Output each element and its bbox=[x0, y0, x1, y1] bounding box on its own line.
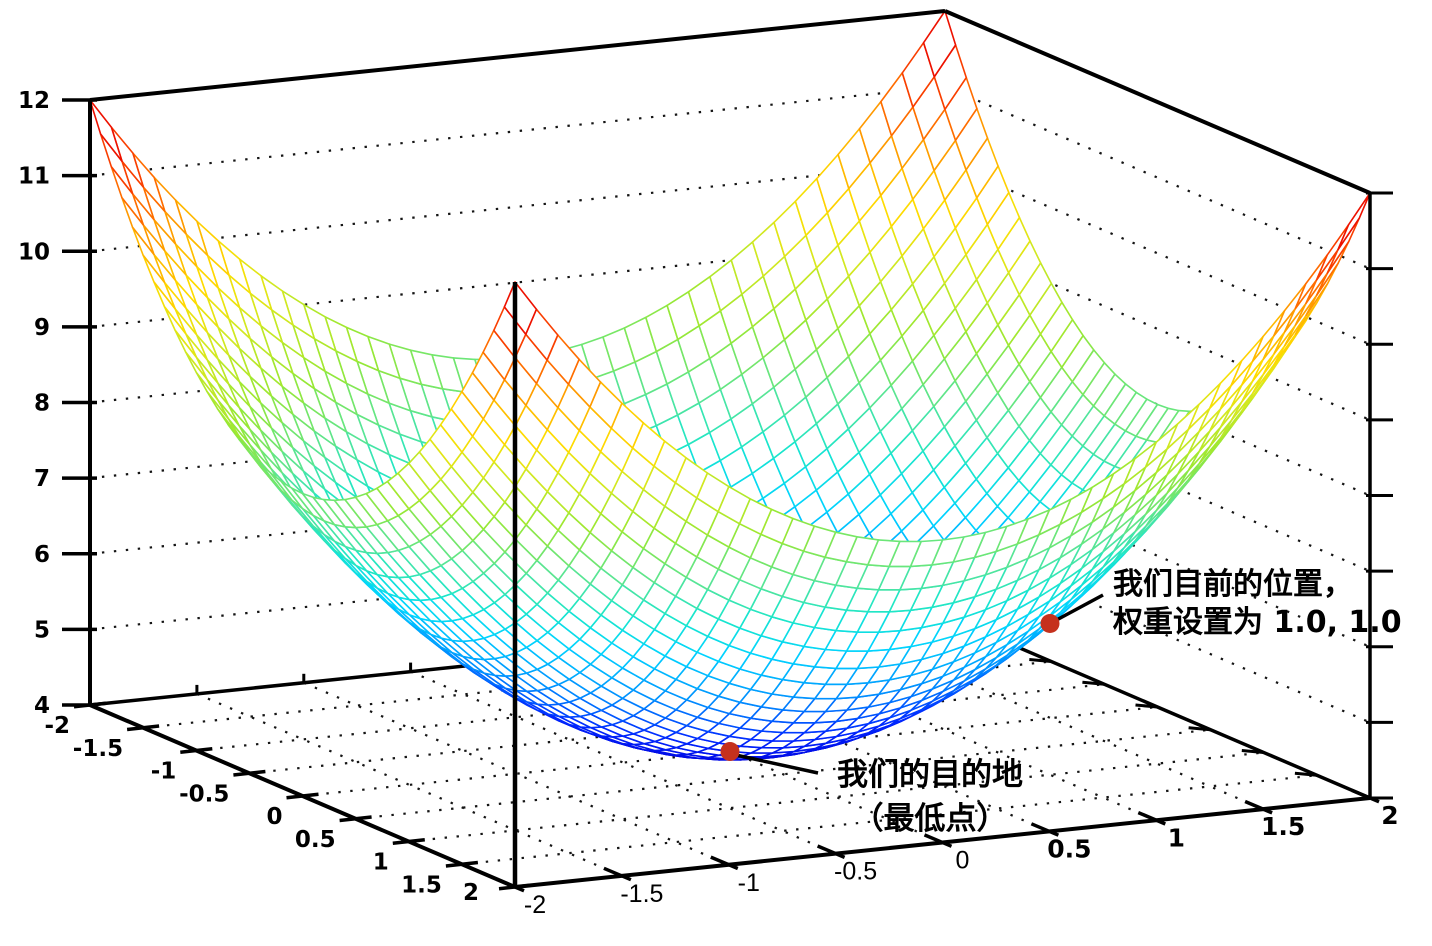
tick-label: 12 bbox=[18, 88, 50, 114]
annotation-destination-line1: 我们的目的地 bbox=[837, 757, 1023, 793]
annotation-destination-line2: （最低点） bbox=[852, 801, 1008, 837]
tick-label: 0 bbox=[266, 804, 282, 830]
tick-label: -0.5 bbox=[179, 781, 229, 807]
tick-label: 2 bbox=[1381, 801, 1398, 830]
surface-mesh bbox=[89, 10, 1371, 761]
markers bbox=[720, 593, 1104, 775]
tick-label: 6 bbox=[34, 542, 50, 568]
tick-label: 4 bbox=[34, 693, 50, 719]
tick-label: 2 bbox=[463, 880, 479, 906]
destination-point bbox=[720, 742, 740, 761]
floor-grid-lines bbox=[142, 626, 1318, 877]
tick-label: -0.5 bbox=[834, 858, 877, 886]
tick-label: 8 bbox=[34, 391, 50, 417]
current-position-point bbox=[1040, 614, 1060, 633]
annotation-current-position-line1: 我们目前的位置， bbox=[1113, 567, 1353, 602]
tick-label: 1 bbox=[373, 850, 389, 876]
tick-label: 1.5 bbox=[401, 872, 442, 898]
tick-label: -1 bbox=[151, 759, 177, 785]
tick-label: -1.5 bbox=[620, 880, 663, 908]
axes-box bbox=[62, 9, 1393, 893]
tick-label: 9 bbox=[34, 315, 50, 341]
tick-label: 5 bbox=[34, 617, 50, 643]
tick-label: 0 bbox=[956, 847, 970, 875]
tick-label: -2 bbox=[524, 891, 546, 919]
annotation-destination: 我们的目的地 （最低点） bbox=[780, 753, 1080, 841]
tick-label: 1 bbox=[1168, 823, 1185, 852]
tick-label: 10 bbox=[18, 239, 50, 265]
annotation-current-position-line2: 权重设置为 1.0, 1.0 bbox=[1113, 605, 1402, 640]
tick-label: 7 bbox=[34, 466, 50, 492]
tick-label: 0.5 bbox=[1047, 834, 1091, 863]
tick-label: -2 bbox=[44, 713, 70, 739]
tick-label: -1 bbox=[738, 869, 760, 897]
tick-label: 11 bbox=[18, 164, 50, 190]
tick-label: 1.5 bbox=[1261, 812, 1305, 841]
annotation-current-position: 我们目前的位置， 权重设置为 1.0, 1.0 bbox=[1113, 566, 1402, 642]
tick-label: 0.5 bbox=[295, 827, 336, 853]
tick-label: -1.5 bbox=[73, 736, 123, 762]
